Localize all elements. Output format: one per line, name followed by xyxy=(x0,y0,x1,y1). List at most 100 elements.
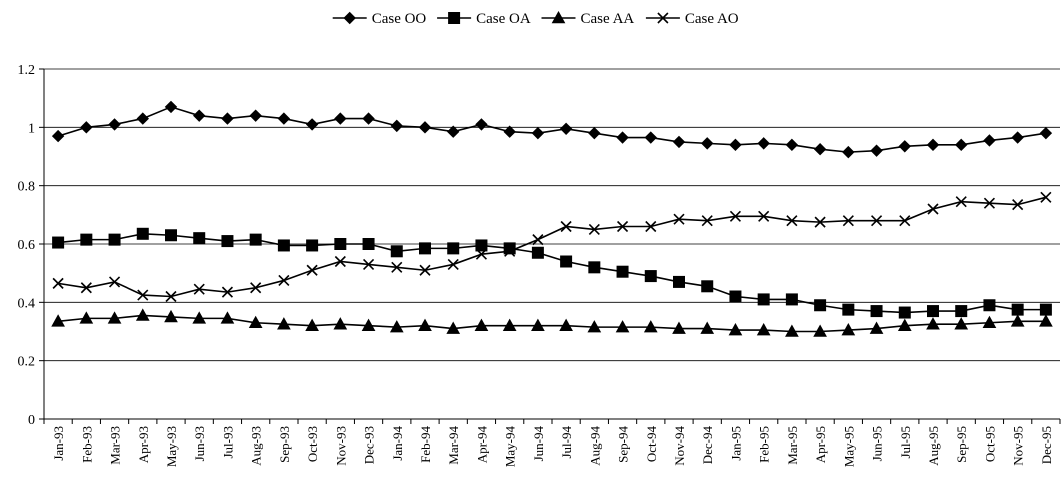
legend-item: Case AO xyxy=(645,11,739,27)
data-point-square xyxy=(531,246,544,259)
data-point-x-stroke xyxy=(899,215,911,227)
data-point-triangle xyxy=(869,321,884,334)
data-point-x-stroke xyxy=(927,203,939,215)
data-point-x xyxy=(108,276,121,288)
data-point-square xyxy=(955,305,968,318)
data-point-x-stroke xyxy=(786,215,798,227)
y-tick-label: 0.6 xyxy=(18,238,36,253)
data-point-diamond xyxy=(531,126,545,140)
data-point-diamond xyxy=(588,126,601,140)
series-line xyxy=(58,232,1046,314)
data-point-diamond xyxy=(164,100,178,114)
data-point-x xyxy=(278,274,290,287)
data-point-square xyxy=(447,242,460,255)
data-point-diamond xyxy=(785,138,799,152)
data-point-square xyxy=(673,275,685,288)
data-point-square xyxy=(927,305,939,318)
legend-item: Case AA xyxy=(541,10,634,27)
data-point-square xyxy=(870,305,883,318)
x-tick-label: Feb-95 xyxy=(757,426,772,463)
data-point-x xyxy=(588,223,600,235)
data-point-square xyxy=(757,293,770,306)
data-point-diamond xyxy=(503,125,516,138)
data-point-x-stroke xyxy=(657,12,669,24)
data-point-triangle xyxy=(841,323,856,336)
x-tick-label: Nov-95 xyxy=(1011,426,1026,466)
data-point-diamond xyxy=(249,109,262,122)
data-point-square xyxy=(701,280,714,293)
data-point-diamond xyxy=(343,11,356,25)
data-point-x xyxy=(616,220,629,233)
data-point-diamond xyxy=(1039,126,1053,140)
data-point-x-stroke xyxy=(758,210,770,222)
x-tick-label: Jul-95 xyxy=(898,426,913,459)
data-point-diamond xyxy=(559,122,573,135)
data-point-x-stroke xyxy=(645,220,657,233)
gridlines xyxy=(44,68,1060,362)
data-point-triangle xyxy=(474,318,489,331)
data-point-diamond xyxy=(842,145,855,159)
data-point-x xyxy=(250,282,262,294)
data-point-triangle xyxy=(785,324,799,337)
data-point-x xyxy=(447,258,459,270)
y-tick-label: 0.8 xyxy=(18,180,36,195)
data-point-x-stroke xyxy=(729,210,742,222)
y-tick-label: 0 xyxy=(28,413,35,428)
x-tick-label: May-94 xyxy=(503,426,518,468)
data-point-triangle xyxy=(51,314,65,327)
x-tick-label: May-95 xyxy=(841,426,856,467)
x-tick-label: Oct-93 xyxy=(305,426,320,462)
data-point-triangle xyxy=(305,318,319,331)
data-point-triangle xyxy=(1010,314,1025,327)
x-tick-label: Jun-95 xyxy=(870,426,885,461)
data-point-square xyxy=(277,239,290,252)
data-point-diamond xyxy=(334,112,347,125)
data-point-x-stroke xyxy=(193,283,205,295)
data-point-x xyxy=(814,216,826,228)
data-point-triangle xyxy=(926,317,940,330)
data-point-triangle xyxy=(502,318,517,331)
data-point-diamond xyxy=(362,112,375,125)
data-point-triangle xyxy=(192,311,207,324)
data-point-diamond xyxy=(80,121,93,134)
data-point-triangle xyxy=(982,315,997,329)
data-point-square xyxy=(390,245,403,258)
data-point-square xyxy=(616,265,629,278)
data-point-square xyxy=(136,227,149,240)
data-point-triangle xyxy=(728,323,743,336)
data-point-triangle xyxy=(1039,314,1053,327)
data-point-x-stroke xyxy=(955,196,967,208)
data-point-square xyxy=(80,233,93,246)
data-point-diamond xyxy=(108,118,121,131)
data-point-diamond xyxy=(418,121,432,134)
data-point-diamond xyxy=(729,138,742,152)
data-point-diamond xyxy=(136,112,149,125)
x-tick-label: Jan-95 xyxy=(728,426,743,461)
data-point-x xyxy=(306,264,318,276)
data-point-diamond xyxy=(616,131,629,144)
data-point-x-stroke xyxy=(447,258,459,270)
data-point-diamond xyxy=(672,135,686,149)
data-point-square xyxy=(1039,303,1052,316)
x-tick-label: Aug-94 xyxy=(587,426,602,466)
data-point-x-stroke xyxy=(983,197,996,209)
data-point-x xyxy=(560,220,572,233)
data-point-triangle xyxy=(559,318,573,331)
data-point-diamond xyxy=(701,137,714,150)
data-point-diamond xyxy=(193,109,206,122)
data-point-x xyxy=(786,215,798,227)
data-point-x xyxy=(927,203,939,215)
x-tick-label: Aug-93 xyxy=(249,426,264,466)
data-point-square xyxy=(898,306,911,319)
data-point-triangle xyxy=(277,317,291,330)
x-tick-label: Aug-95 xyxy=(926,426,941,466)
x-tick-label: Apr-93 xyxy=(136,426,151,463)
x-tick-label: Jan-94 xyxy=(390,426,405,461)
legend-label: Case AO xyxy=(685,11,739,27)
data-point-square xyxy=(814,299,827,312)
data-point-diamond xyxy=(926,138,940,152)
data-point-x-stroke xyxy=(52,277,64,289)
data-point-triangle xyxy=(389,320,404,333)
series-line xyxy=(58,314,1046,333)
